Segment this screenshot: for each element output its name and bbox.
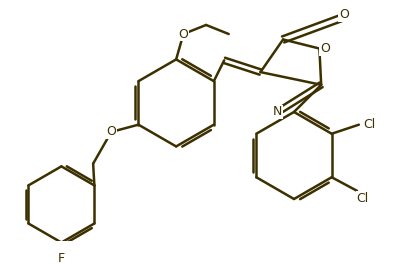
Text: O: O [320,42,330,55]
Text: O: O [178,27,188,40]
Text: F: F [58,252,65,264]
Text: Cl: Cl [356,192,369,205]
Text: O: O [107,125,116,138]
Text: N: N [273,106,282,119]
Text: O: O [339,8,349,21]
Text: Cl: Cl [364,118,376,131]
